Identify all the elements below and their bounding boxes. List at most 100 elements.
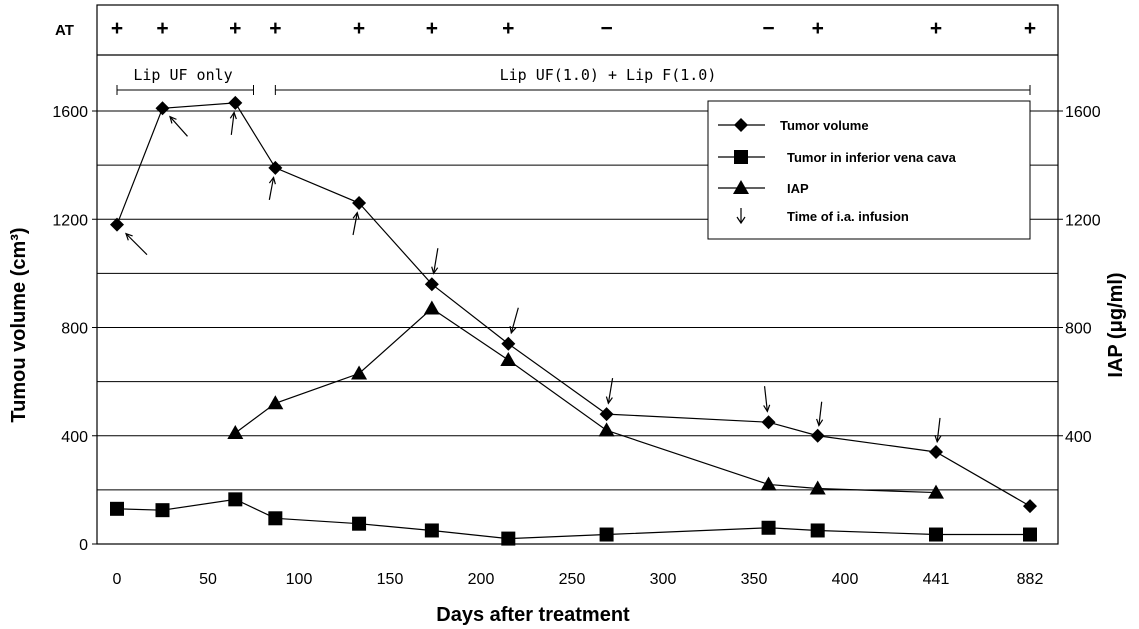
iap-point xyxy=(809,480,826,495)
x-tick-label: 441 xyxy=(923,571,950,588)
vena-cava-point xyxy=(734,150,748,164)
at-sign: − xyxy=(762,17,774,40)
at-sign: + xyxy=(156,17,168,40)
infusion-arrow-shaft xyxy=(763,386,768,412)
x-tick-label: 350 xyxy=(741,571,768,588)
at-sign: + xyxy=(353,17,365,40)
iap-point xyxy=(928,484,944,499)
x-tick-label: 882 xyxy=(1017,571,1044,588)
infusion-arrow xyxy=(125,232,148,256)
iap-point xyxy=(733,180,749,194)
phase-label: Lip UF(1.0) + Lip F(1.0) xyxy=(500,66,717,84)
legend: Tumor volume Tumor in inferior vena cava I… xyxy=(707,100,1031,240)
tumor-volume-point xyxy=(155,101,170,116)
left-tick-label: 800 xyxy=(61,321,88,338)
right-tick-label: 400 xyxy=(1065,429,1092,446)
infusion-arrow-shaft xyxy=(936,417,941,442)
tumor-volume-point xyxy=(734,118,748,132)
infusion-arrows xyxy=(125,111,942,444)
infusion-arrow-head xyxy=(229,111,237,120)
iap-point xyxy=(351,365,368,380)
infusion-arrow-shaft xyxy=(607,378,614,404)
infusion-arrow-head xyxy=(268,176,276,185)
vena-cava-point xyxy=(155,503,170,518)
vena-cava-point xyxy=(761,520,776,535)
vena-cava-point xyxy=(352,516,367,531)
series-markers xyxy=(110,95,1037,546)
at-sign: + xyxy=(426,17,438,40)
legend-arrow-head xyxy=(736,216,746,225)
right-tick-label: 800 xyxy=(1065,321,1092,338)
right-tick-label: 1600 xyxy=(1065,104,1101,121)
left-tick-label: 1600 xyxy=(52,104,88,121)
left-axis-ticks: 0 400 800 1200 1600 xyxy=(52,104,97,554)
y-axis-right-title: IAP (μg/ml) xyxy=(1105,272,1127,377)
iap-point xyxy=(598,422,615,437)
x-axis-ticks: 0 50 100 150 200 250 300 350 400 441 882 xyxy=(113,571,1044,588)
treatment-phases: Lip UF only Lip UF(1.0) + Lip F(1.0) xyxy=(116,66,1031,95)
vena-cava-point xyxy=(810,523,825,538)
tumor-volume-point xyxy=(110,217,124,232)
x-tick-label: 100 xyxy=(286,571,313,588)
infusion-arrow xyxy=(352,211,360,236)
infusion-arrow-shaft xyxy=(125,233,148,256)
at-row-label: AT xyxy=(55,22,74,39)
legend-entry-label: Tumor in inferior vena cava xyxy=(787,150,957,165)
infusion-arrow-head xyxy=(763,404,771,413)
x-axis-title: Days after treatment xyxy=(436,604,630,626)
tumor-volume-point xyxy=(929,444,943,459)
at-sign: + xyxy=(812,17,824,40)
x-tick-label: 250 xyxy=(559,571,586,588)
infusion-arrow xyxy=(509,307,519,335)
infusion-arrow-shaft xyxy=(268,177,275,200)
x-tick-label: 400 xyxy=(832,571,859,588)
infusion-arrow-shaft xyxy=(169,116,188,137)
infusion-arrow xyxy=(229,111,237,135)
legend-entry-label: IAP xyxy=(787,181,809,196)
infusion-arrow-shaft xyxy=(433,248,439,274)
x-tick-label: 150 xyxy=(377,571,404,588)
vena-cava-point xyxy=(1023,527,1037,542)
tumor-volume-point xyxy=(1023,499,1037,514)
infusion-arrow-head xyxy=(509,325,517,335)
infusion-arrow xyxy=(934,417,942,444)
infusion-arrow-head xyxy=(816,418,824,427)
at-sign: − xyxy=(600,17,612,40)
left-tick-label: 1200 xyxy=(52,212,88,229)
x-tick-label: 50 xyxy=(199,571,217,588)
vena-cava-point xyxy=(929,527,943,542)
infusion-arrow-shaft xyxy=(510,307,519,334)
infusion-arrow xyxy=(605,378,614,405)
at-row-signs: + + + + + + + − − + + + xyxy=(111,17,1036,40)
infusion-arrow-head xyxy=(352,211,360,220)
tumor-volume-point xyxy=(228,95,243,110)
right-axis-ticks: 400 800 1200 1600 xyxy=(1058,104,1101,446)
tumor-volume-point xyxy=(424,277,439,292)
infusion-arrow-shaft xyxy=(818,401,823,426)
tumor-volume-point xyxy=(599,407,614,422)
vena-cava-point xyxy=(424,523,439,538)
phase-label: Lip UF only xyxy=(133,66,232,84)
infusion-arrow-head xyxy=(169,115,177,124)
tumor-volume-point xyxy=(501,336,516,351)
vena-cava-point xyxy=(228,492,243,507)
iap-point xyxy=(227,425,244,440)
at-sign: + xyxy=(229,17,241,40)
infusion-arrow-head xyxy=(431,266,439,275)
plot-frame xyxy=(96,4,1059,545)
vena-cava-line xyxy=(116,498,1030,540)
legend-entry-label: Tumor volume xyxy=(780,118,869,133)
tumor-volume-point xyxy=(352,196,367,211)
infusion-arrow-head xyxy=(605,396,613,405)
infusion-arrow xyxy=(816,401,824,427)
grid-lines xyxy=(97,110,1058,491)
at-sign: + xyxy=(269,17,281,40)
infusion-arrow-shaft xyxy=(230,112,235,135)
vena-cava-point xyxy=(599,527,614,542)
infusion-arrow xyxy=(431,248,439,275)
at-sign: + xyxy=(930,17,942,40)
infusion-arrow-shaft xyxy=(352,212,358,236)
legend-entry-label: Time of i.a. infusion xyxy=(787,209,909,224)
tumor-volume-line xyxy=(116,102,1031,507)
